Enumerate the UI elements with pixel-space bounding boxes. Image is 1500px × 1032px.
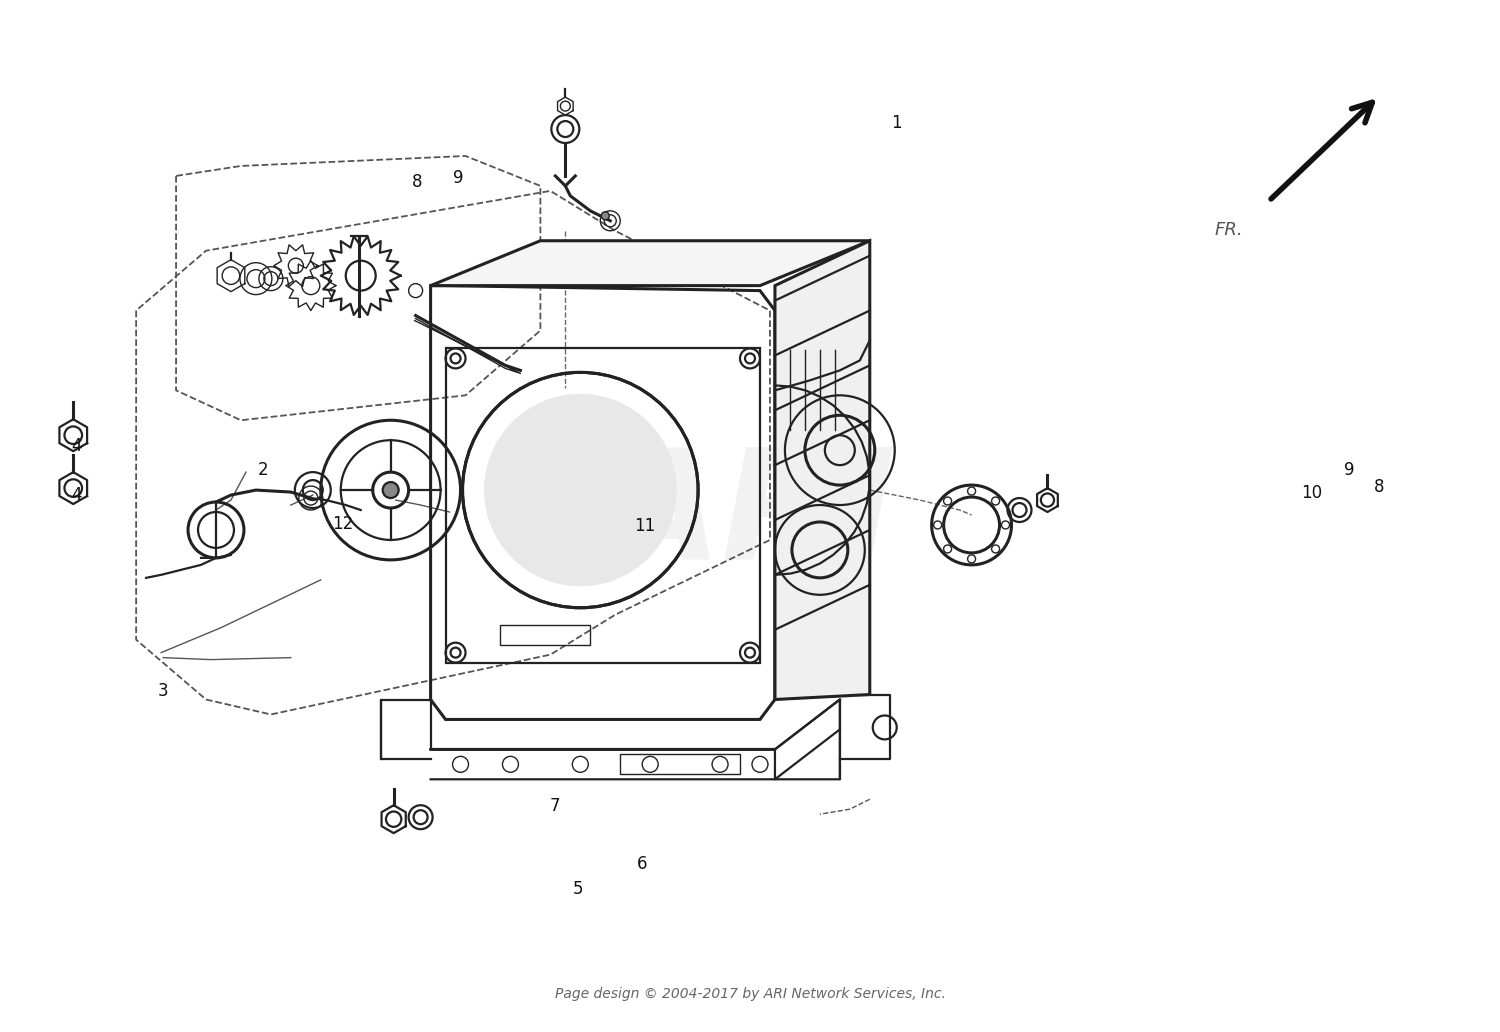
- Circle shape: [382, 482, 399, 498]
- Text: 9: 9: [453, 169, 464, 188]
- Text: 7: 7: [550, 798, 561, 815]
- Text: 4: 4: [70, 486, 81, 505]
- Polygon shape: [430, 240, 870, 286]
- Text: 6: 6: [638, 854, 648, 873]
- Bar: [620, 754, 740, 774]
- Text: FR.: FR.: [1214, 221, 1243, 238]
- Text: 4: 4: [70, 437, 81, 455]
- Text: 8: 8: [413, 172, 423, 191]
- Text: 12: 12: [332, 515, 354, 534]
- Text: 11: 11: [634, 517, 656, 536]
- Circle shape: [486, 395, 675, 585]
- Text: 10: 10: [1300, 484, 1322, 503]
- Text: 9: 9: [1344, 460, 1354, 479]
- Text: ARI: ARI: [603, 442, 897, 590]
- Bar: [446, 349, 760, 663]
- Text: 5: 5: [573, 879, 584, 898]
- Bar: [501, 624, 591, 645]
- Text: 1: 1: [891, 114, 902, 132]
- Polygon shape: [776, 240, 870, 700]
- Text: 2: 2: [258, 460, 268, 479]
- Text: 3: 3: [158, 682, 168, 700]
- Text: 8: 8: [1374, 478, 1384, 496]
- Circle shape: [602, 212, 609, 220]
- Text: Page design © 2004-2017 by ARI Network Services, Inc.: Page design © 2004-2017 by ARI Network S…: [555, 987, 945, 1001]
